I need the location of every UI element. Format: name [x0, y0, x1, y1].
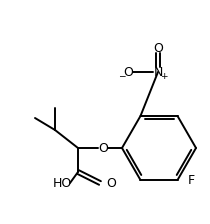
- Text: O: O: [153, 41, 163, 54]
- Text: O: O: [123, 65, 133, 78]
- Text: N: N: [153, 65, 163, 78]
- Text: +: +: [160, 71, 168, 80]
- Text: O: O: [106, 177, 116, 190]
- Text: O: O: [98, 142, 108, 155]
- Text: −: −: [118, 71, 126, 80]
- Text: HO: HO: [52, 177, 72, 190]
- Text: F: F: [188, 174, 195, 187]
